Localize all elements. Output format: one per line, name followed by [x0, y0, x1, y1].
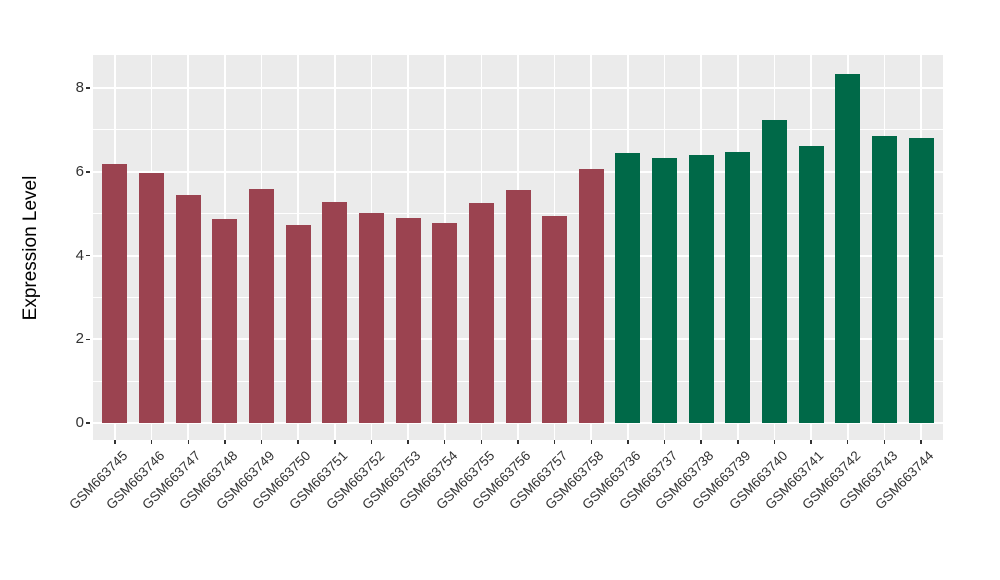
x-tick-mark — [773, 440, 776, 444]
x-tick-mark — [517, 440, 519, 444]
x-tick-mark — [920, 440, 922, 444]
bar — [578, 169, 604, 423]
x-tick-mark — [114, 440, 116, 444]
bar — [212, 219, 238, 423]
bar — [175, 195, 201, 423]
x-tick-mark — [187, 440, 189, 444]
bar — [249, 189, 275, 423]
x-tick-mark — [443, 440, 446, 444]
x-tick-mark — [627, 440, 629, 444]
y-tick-label: 6 — [75, 162, 84, 180]
x-tick-mark — [590, 440, 593, 444]
x-tick-mark — [224, 440, 226, 444]
y-tick-label: 8 — [75, 79, 84, 96]
x-tick-mark — [407, 440, 409, 444]
bar — [395, 218, 421, 423]
bar — [725, 152, 751, 423]
bar — [652, 157, 678, 423]
bar — [432, 223, 458, 423]
x-tick-mark — [480, 440, 483, 444]
bar — [358, 213, 384, 423]
bar — [798, 145, 824, 423]
bar — [102, 164, 128, 423]
x-tick-mark — [663, 440, 666, 444]
bar — [615, 153, 641, 423]
y-tick-label: 0 — [75, 414, 84, 431]
x-tick-mark — [553, 440, 556, 444]
x-tick-mark — [334, 440, 336, 444]
y-tick-mark — [86, 171, 90, 173]
x-tick-mark — [297, 440, 299, 444]
bar — [542, 215, 568, 423]
y-tick-label: 2 — [75, 330, 84, 348]
bar — [871, 135, 897, 423]
bar — [908, 137, 934, 423]
bar — [322, 201, 348, 423]
bar — [285, 224, 311, 423]
x-tick-mark — [700, 440, 702, 444]
bar — [761, 120, 787, 423]
bar — [688, 155, 714, 423]
y-tick-mark — [86, 87, 90, 89]
y-tick-mark — [86, 422, 90, 424]
x-tick-mark — [150, 440, 153, 444]
x-tick-mark — [737, 440, 739, 444]
y-tick-mark — [86, 338, 90, 340]
bar — [139, 173, 165, 423]
plot-panel — [93, 55, 943, 440]
x-tick-mark — [883, 440, 886, 444]
bar — [468, 202, 494, 423]
x-tick-mark — [810, 440, 812, 444]
bar — [835, 73, 861, 423]
y-tick-mark — [86, 254, 90, 257]
y-tick-label: 4 — [75, 246, 84, 264]
x-tick-mark — [370, 440, 373, 444]
bar — [505, 190, 531, 423]
x-tick-mark — [260, 440, 263, 444]
x-tick-mark — [846, 440, 849, 444]
